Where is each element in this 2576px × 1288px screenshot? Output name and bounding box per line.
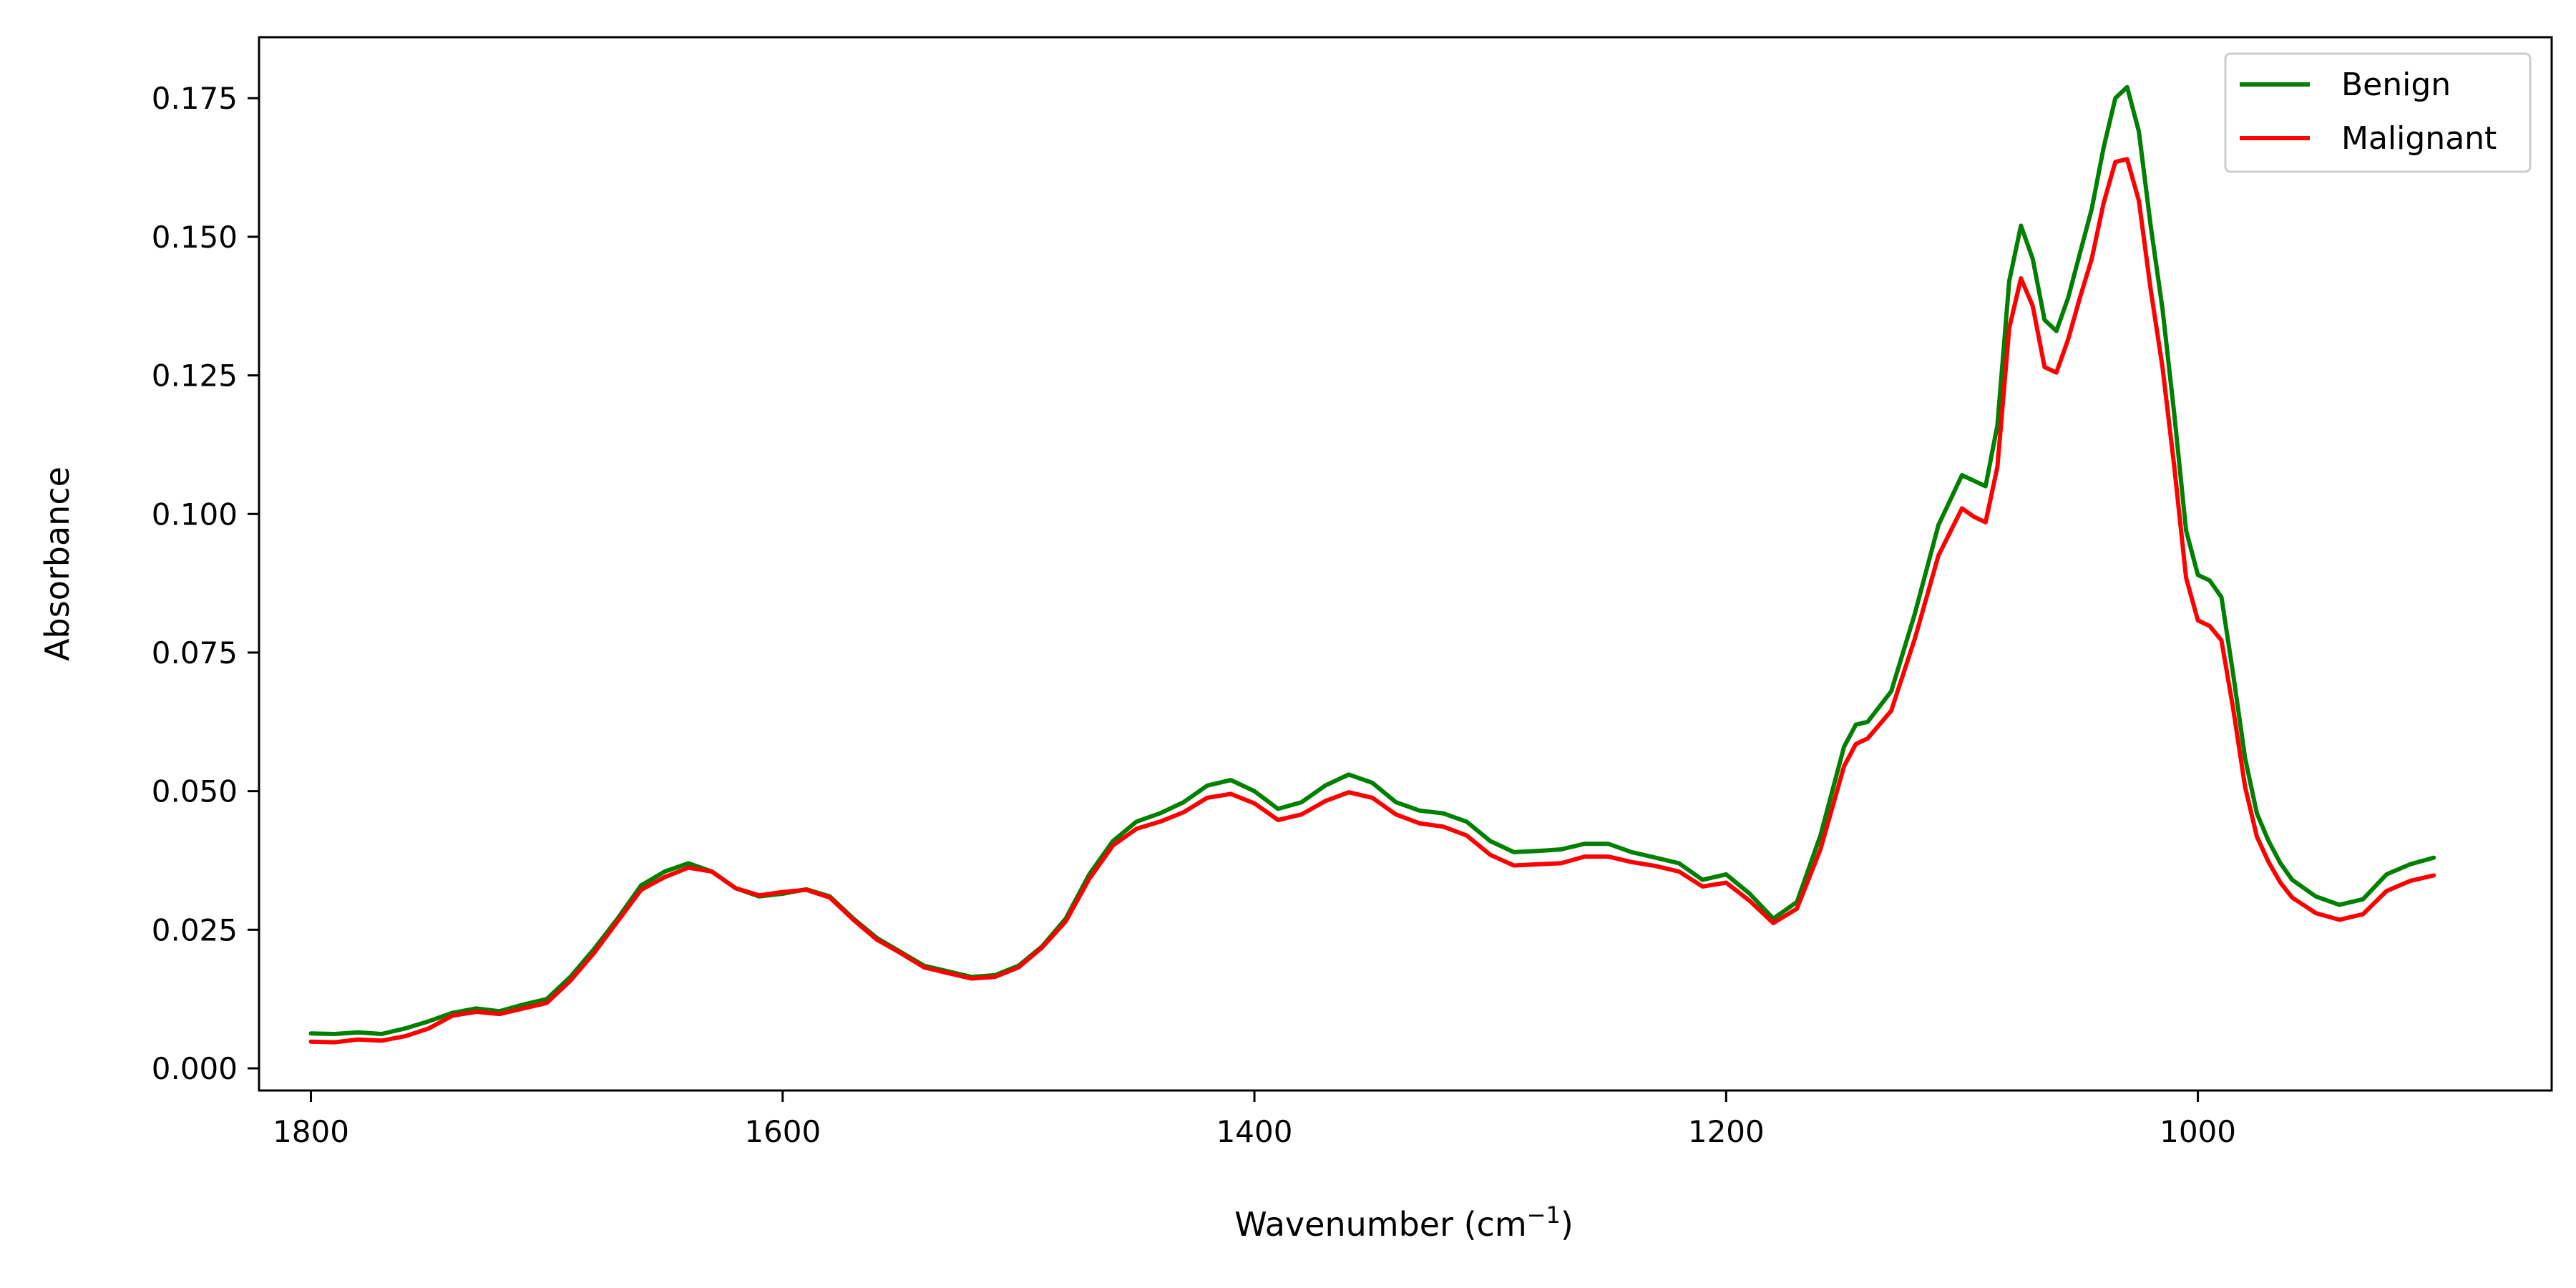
y-tick-label: 0.000	[152, 1051, 238, 1086]
y-tick-label: 0.150	[152, 220, 238, 255]
y-tick-label: 0.125	[152, 358, 238, 394]
legend-label-benign: Benign	[2341, 67, 2451, 103]
x-tick-label: 1800	[273, 1114, 349, 1149]
x-axis-title: Wavenumber (cm−1)	[1234, 1201, 1574, 1244]
y-tick-label: 0.175	[152, 81, 238, 116]
x-tick-label: 1600	[744, 1114, 821, 1149]
x-tick-label: 1000	[2160, 1114, 2236, 1149]
y-tick-label: 0.075	[152, 635, 238, 670]
x-tick-label: 1400	[1216, 1114, 1293, 1149]
x-axis-title-superscript: −1	[1527, 1201, 1561, 1229]
series-line-malignant	[308, 157, 2436, 1045]
y-tick-label: 0.050	[152, 774, 238, 809]
plot-frame	[258, 36, 2553, 1092]
legend-label-malignant: Malignant	[2341, 120, 2497, 157]
legend: Benign Malignant	[2224, 52, 2532, 173]
y-tick-label: 0.025	[152, 912, 238, 947]
x-axis: 1800 1600 1400 1200 1000	[273, 1091, 2236, 1149]
y-axis-title: Absorbance	[38, 467, 77, 661]
x-axis-title-close: )	[1561, 1205, 1574, 1244]
y-tick-label: 0.100	[152, 497, 238, 532]
x-tick-label: 1200	[1688, 1114, 1765, 1149]
series-layer	[308, 84, 2436, 1045]
y-axis: 0.000 0.025 0.050 0.075 0.100 0.125 0.150 0.175	[152, 81, 259, 1086]
